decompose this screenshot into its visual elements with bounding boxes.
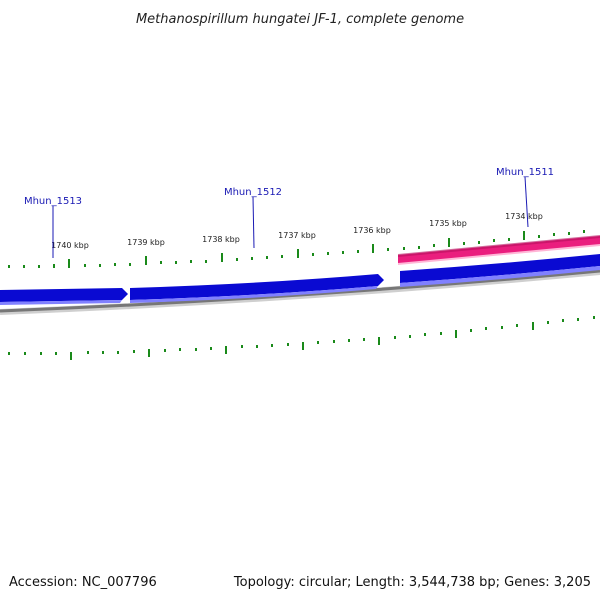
lower-tick-row (8, 316, 595, 360)
gene-label-mhun-1513[interactable]: Mhun_1513 (24, 196, 82, 207)
genome-summary-text: Topology: circular; Length: 3,544,738 bp… (233, 575, 591, 590)
gene-arrow-mhun-1512-shadow (130, 286, 378, 303)
accession-text: Accession: NC_007796 (9, 575, 157, 590)
gene-label-line-mhun-1512 (252, 196, 255, 249)
tick-label-1734: 1734 kbp (505, 212, 543, 221)
gene-label-mhun-1512[interactable]: Mhun_1512 (224, 187, 282, 198)
gene-arrow-mhun-1513[interactable] (0, 288, 128, 302)
gene-label-line-mhun-1511 (524, 176, 529, 228)
genome-backbone (0, 269, 600, 313)
tick-label-1739: 1739 kbp (127, 238, 165, 247)
gene-arrow-mhun-1512[interactable] (130, 274, 384, 300)
tick-label-1736: 1736 kbp (353, 226, 391, 235)
tick-label-1740: 1740 kbp (51, 241, 89, 250)
gene-label-mhun-1511[interactable]: Mhun_1511 (496, 167, 554, 178)
tick-label-1737: 1737 kbp (278, 231, 316, 240)
tick-label-1735: 1735 kbp (429, 219, 467, 228)
tick-label-1738: 1738 kbp (202, 235, 240, 244)
upper-tick-row (8, 230, 585, 268)
gene-arrow-reverse-highlight (398, 235, 600, 257)
gene-arrow-mhun-1513-shadow (0, 300, 122, 305)
gene-arrow-mhun-1511[interactable] (400, 254, 600, 283)
gene-arrow-mhun-1511-shadow (400, 266, 600, 287)
map-title: Methanospirillum hungatei JF-1, complete… (136, 12, 464, 27)
